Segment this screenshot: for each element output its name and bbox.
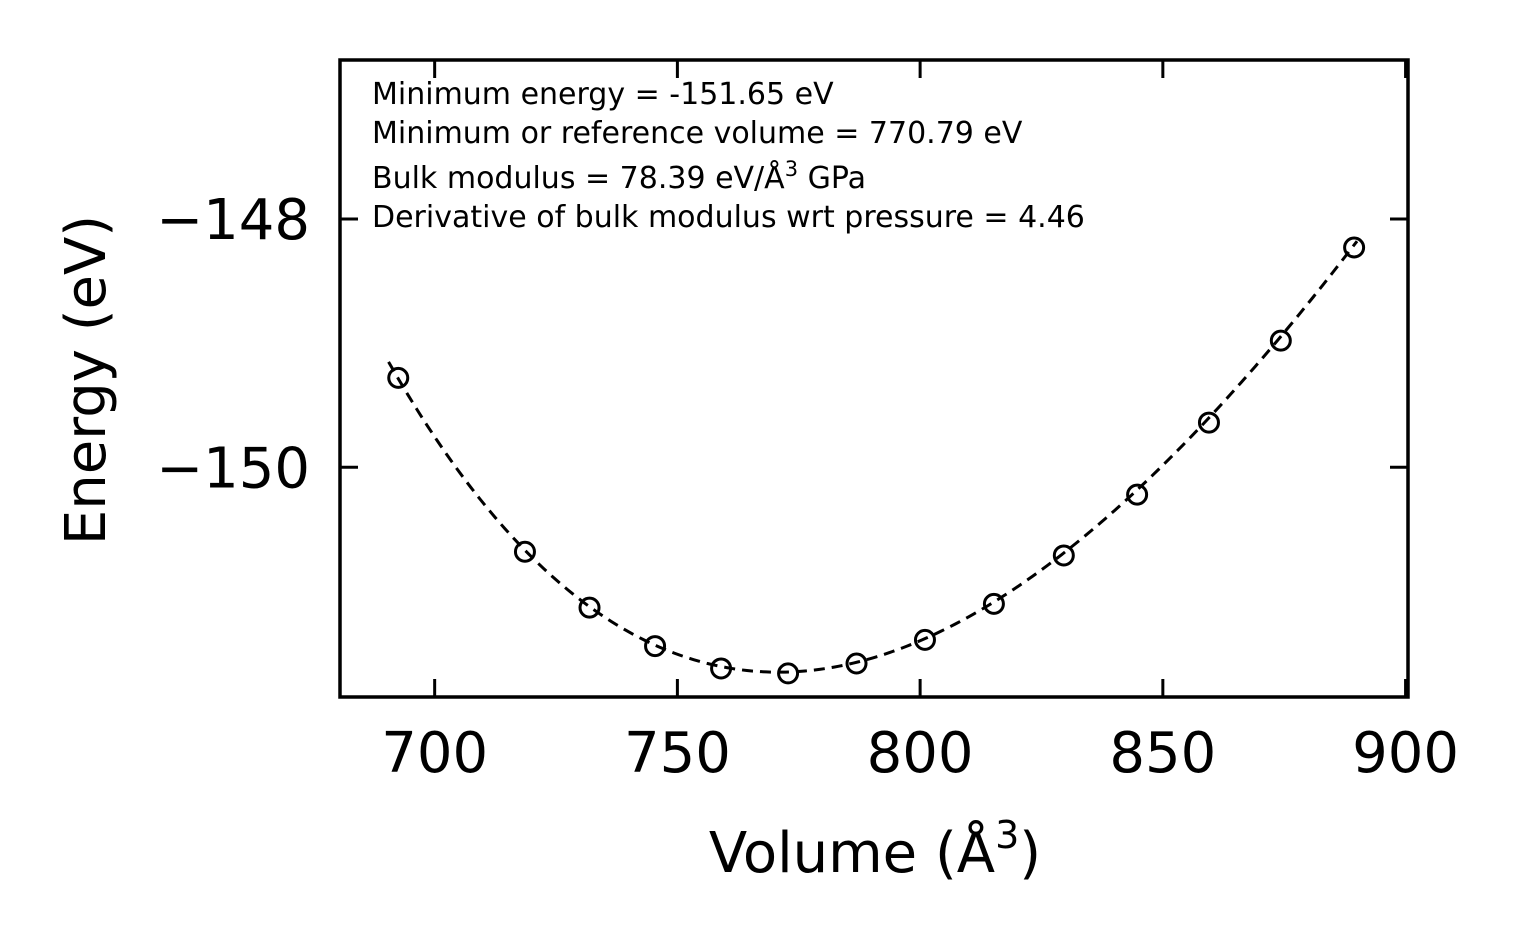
data-point: [1197, 411, 1220, 434]
x-axis-label: Volume (Å3): [709, 813, 1041, 886]
data-point: [845, 652, 868, 675]
x-tick-label: 750: [624, 721, 731, 786]
data-point: [913, 628, 936, 651]
x-axis-label-sup: 3: [995, 813, 1019, 857]
x-tick-label: 700: [381, 721, 488, 786]
data-point: [578, 596, 601, 619]
x-tick-label: 900: [1352, 721, 1459, 786]
axes-frame: [338, 58, 1410, 699]
data-point: [1269, 329, 1292, 352]
annotation-min-volume: Minimum or reference volume = 770.79 eV: [372, 116, 1023, 151]
x-axis-label-end: ): [1019, 821, 1041, 886]
annotation-min-energy: Minimum energy = -151.65 eV: [372, 77, 834, 112]
fit-curve: [387, 240, 1359, 674]
bulk-modulus-sup: 3: [785, 157, 798, 181]
y-tick-label: −150: [156, 436, 310, 501]
plot-area: [387, 236, 1366, 685]
y-tick-label: −148: [156, 188, 310, 253]
data-point: [387, 366, 410, 389]
ticks: 700 750 800 850 900 −148 −150: [156, 60, 1459, 786]
data-point: [1052, 544, 1075, 567]
data-point: [644, 635, 667, 658]
annotation-box: Minimum energy = -151.65 eV Minimum or r…: [372, 77, 1085, 235]
x-tick-label: 800: [867, 721, 974, 786]
x-tick-label: 850: [1109, 721, 1216, 786]
data-point: [710, 657, 733, 680]
y-axis-label: Energy (eV): [54, 215, 119, 545]
x-axis-label-main: Volume (Å: [709, 820, 995, 886]
data-point: [1343, 236, 1366, 259]
annotation-bulk-modulus: Bulk modulus = 78.39 eV/Å3 GPa: [372, 157, 866, 196]
bulk-modulus-text: Bulk modulus = 78.39 eV/Å: [372, 160, 785, 196]
data-point: [777, 662, 800, 685]
data-point: [513, 540, 536, 563]
data-point: [1126, 483, 1149, 506]
annotation-bulk-derivative: Derivative of bulk modulus wrt pressure …: [372, 200, 1085, 235]
bulk-modulus-suffix: GPa: [798, 161, 866, 196]
data-point: [982, 592, 1005, 615]
